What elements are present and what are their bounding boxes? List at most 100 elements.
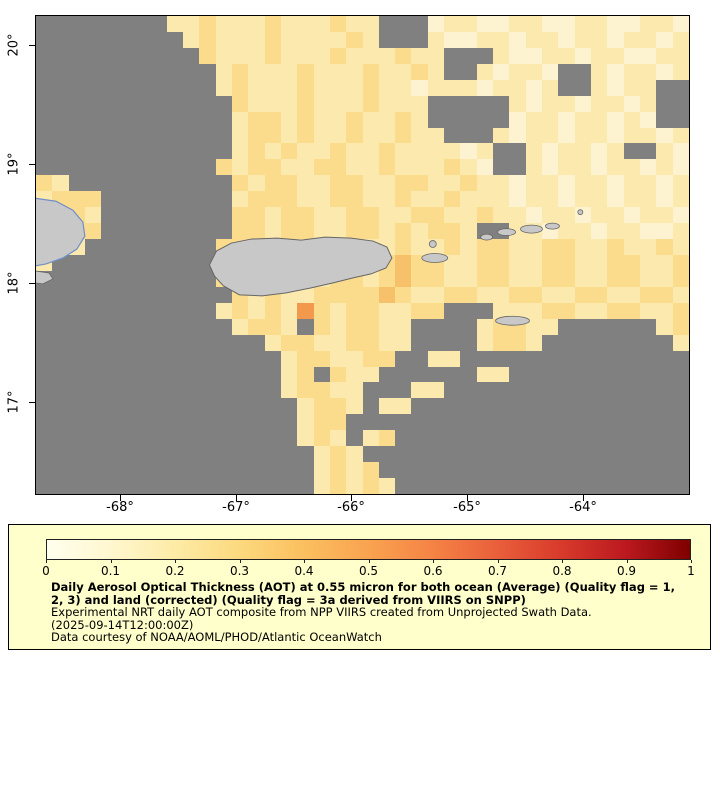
aot-cell: [264, 446, 281, 463]
aot-cell: [411, 31, 428, 48]
aot-cell: [84, 302, 102, 319]
aot-cell: [362, 350, 379, 367]
aot-cell: [558, 111, 575, 128]
aot-cell: [150, 302, 167, 319]
aot-cell: [264, 334, 281, 351]
aot-cell: [607, 79, 624, 96]
aot-cell: [542, 127, 559, 144]
aot-cell: [215, 95, 232, 112]
aot-cell: [84, 350, 102, 367]
aot-cell: [574, 270, 592, 287]
aot-cell: [166, 223, 183, 240]
aot-cell: [52, 270, 69, 287]
aot-cell: [525, 462, 543, 479]
aot-cell: [509, 95, 526, 112]
aot-cell: [264, 63, 281, 80]
aot-cell: [215, 111, 232, 128]
aot-cell: [182, 47, 200, 64]
aot-cell: [574, 79, 592, 96]
aot-cell: [607, 255, 624, 271]
aot-cell: [313, 95, 330, 112]
aot-cell: [656, 191, 673, 208]
aot-cell: [36, 175, 53, 192]
aot-cell: [509, 446, 526, 463]
aot-cell: [346, 430, 363, 447]
aot-cell: [68, 430, 85, 447]
aot-cell: [493, 111, 510, 128]
aot-cell: [248, 223, 265, 240]
aot-cell: [656, 286, 673, 303]
aot-cell: [231, 414, 249, 431]
aot-cell: [427, 270, 445, 287]
aot-cell: [215, 318, 232, 335]
aot-cell: [362, 334, 379, 351]
aot-cell: [199, 79, 216, 96]
aot-cell: [166, 175, 183, 192]
aot-cell: [444, 111, 461, 128]
aot-cell: [509, 111, 526, 128]
aot-cell: [427, 127, 445, 144]
aot-cell: [264, 382, 281, 399]
aot-cell: [623, 191, 641, 208]
aot-cell: [313, 286, 330, 303]
aot-cell: [476, 382, 494, 399]
aot-cell: [215, 334, 232, 351]
aot-cell: [591, 79, 608, 96]
aot-cell: [378, 302, 396, 319]
aot-cell: [509, 127, 526, 144]
aot-cell: [101, 366, 118, 383]
aot-cell: [444, 286, 461, 303]
aot-cell: [640, 286, 657, 303]
aot-cell: [378, 159, 396, 176]
aot-cell: [607, 382, 624, 399]
aot-cell: [150, 31, 167, 48]
aot-cell: [623, 366, 641, 383]
aot-cell: [248, 111, 265, 128]
aot-cell: [493, 334, 510, 351]
aot-cell: [672, 318, 689, 335]
aot-cell: [395, 127, 412, 144]
aot-cell: [150, 191, 167, 208]
aot-cell: [444, 302, 461, 319]
aot-cell: [656, 382, 673, 399]
aot-cell: [117, 334, 134, 351]
aot-cell: [460, 382, 477, 399]
aot-cell: [623, 255, 641, 271]
aot-cell: [591, 286, 608, 303]
aot-cell: [542, 63, 559, 80]
aot-cell: [150, 79, 167, 96]
aot-cell: [166, 16, 183, 32]
aot-cell: [329, 175, 347, 192]
aot-cell: [378, 31, 396, 48]
aot-cell: [542, 79, 559, 96]
aot-cell: [427, 207, 445, 224]
aot-cell: [378, 175, 396, 192]
aot-cell: [182, 16, 200, 32]
aot-cell: [329, 31, 347, 48]
colorbar-tick-mark: [304, 560, 305, 563]
aot-cell: [591, 255, 608, 271]
aot-cell: [574, 462, 592, 479]
aot-cell: [117, 191, 134, 208]
aot-cell: [329, 366, 347, 383]
aot-cell: [444, 270, 461, 287]
aot-cell: [329, 207, 347, 224]
aot-cell: [493, 191, 510, 208]
aot-cell: [558, 63, 575, 80]
aot-cell: [476, 79, 494, 96]
aot-cell: [248, 127, 265, 144]
aot-cell: [525, 430, 543, 447]
aot-cell: [444, 223, 461, 240]
aot-cell: [395, 191, 412, 208]
aot-cell: [264, 127, 281, 144]
aot-cell: [117, 462, 134, 479]
aot-cell: [607, 207, 624, 224]
aot-cell: [297, 31, 314, 48]
aot-cell: [150, 159, 167, 176]
aot-cell: [101, 31, 118, 48]
aot-cell: [264, 191, 281, 208]
aot-cell: [84, 31, 102, 48]
aot-cell: [329, 63, 347, 80]
aot-cell: [525, 478, 543, 494]
aot-cell: [68, 79, 85, 96]
